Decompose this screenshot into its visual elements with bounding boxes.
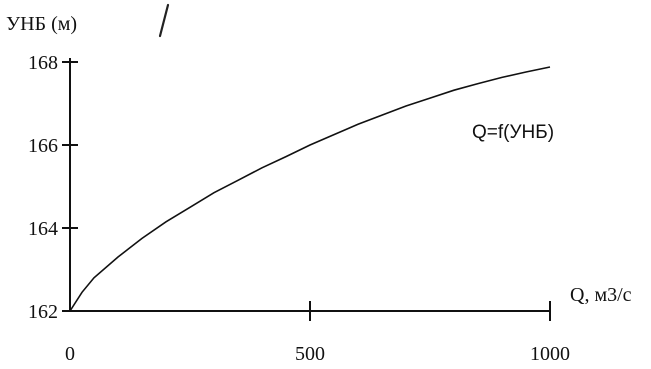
y-axis-label: УНБ (м) bbox=[6, 13, 77, 35]
series-line bbox=[69, 66, 551, 312]
y-tick-label: 166 bbox=[28, 135, 58, 157]
x-axis-label: Q, м3/с bbox=[570, 284, 632, 306]
y-tick-label: 164 bbox=[28, 218, 58, 240]
series-label: Q=f(УНБ) bbox=[472, 122, 554, 143]
x-tick-label: 1000 bbox=[530, 343, 570, 365]
x-tick-label: 0 bbox=[65, 343, 75, 365]
y-tick-label: 162 bbox=[28, 301, 58, 323]
axes bbox=[69, 58, 550, 312]
y-ticks: 162 164 166 168 bbox=[28, 52, 78, 323]
pen-stroke-mark bbox=[158, 3, 170, 38]
y-tick-label: 168 bbox=[28, 52, 58, 74]
x-tick-label: 500 bbox=[295, 343, 325, 365]
x-ticks: 0 500 1000 bbox=[65, 301, 570, 365]
